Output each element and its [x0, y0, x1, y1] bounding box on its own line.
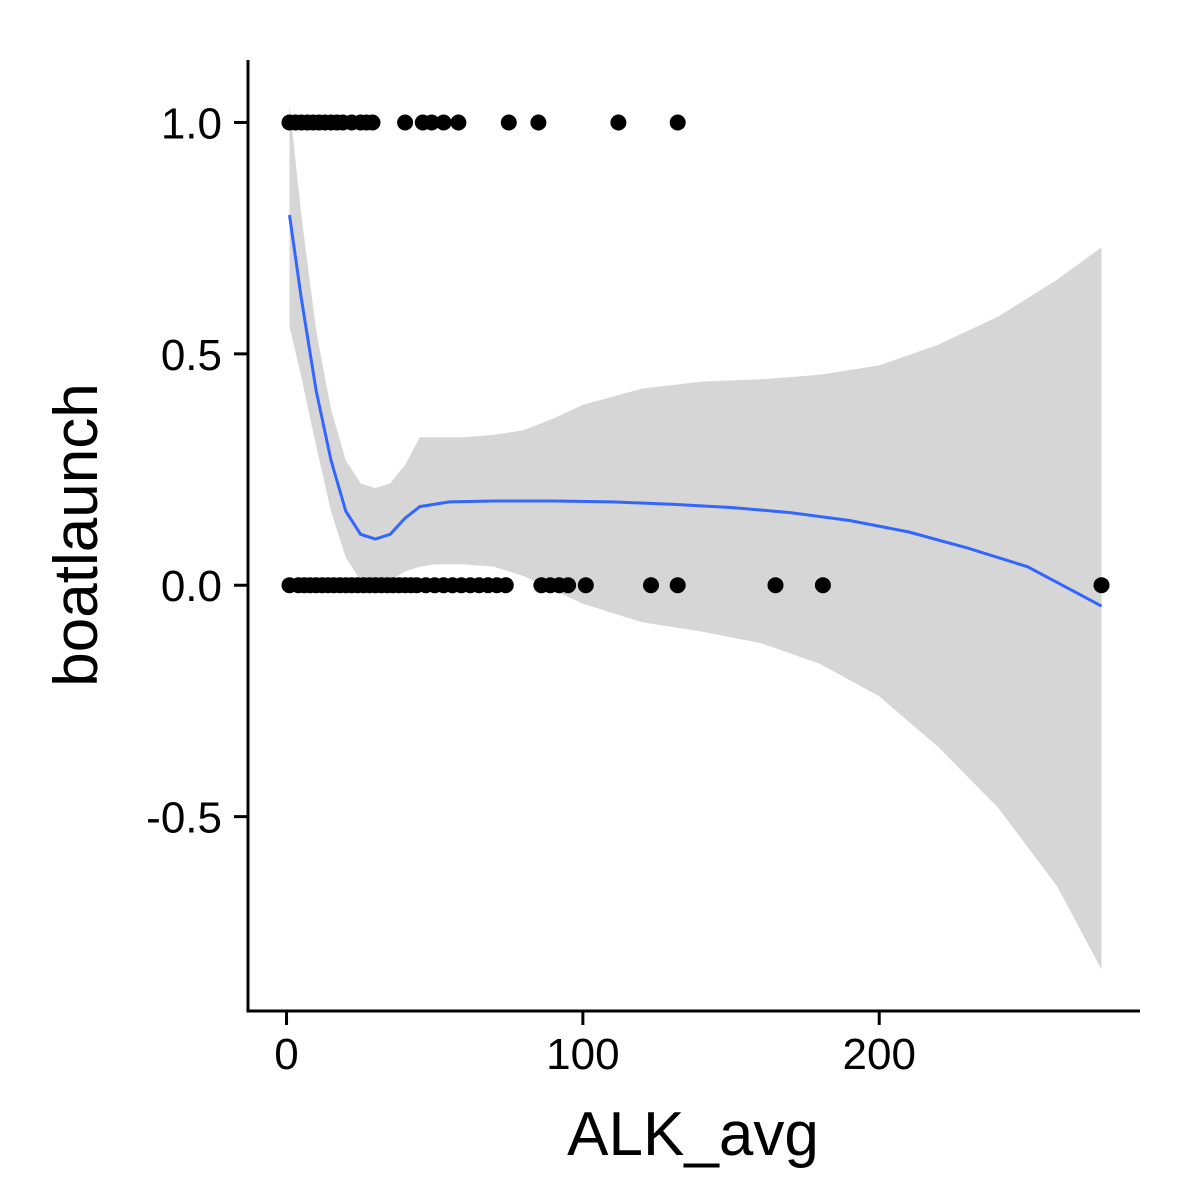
data-point — [423, 114, 440, 131]
data-point — [435, 114, 452, 131]
x-tick-label: 200 — [843, 1030, 916, 1079]
data-point — [497, 577, 514, 594]
smooth-line — [288, 214, 1103, 608]
y-tick-label: 0.5 — [161, 331, 222, 380]
data-point — [560, 577, 577, 594]
data-point — [397, 114, 414, 131]
x-tick-label: 0 — [274, 1030, 298, 1079]
data-point — [643, 577, 659, 594]
x-tick-label: 100 — [546, 1030, 619, 1079]
data-point — [364, 114, 381, 131]
confidence-band-layer — [289, 104, 1102, 970]
ticks: 0 100 200 -0.5 0.0 0.5 1.0 — [146, 99, 916, 1079]
data-point — [610, 114, 627, 131]
axes — [246, 60, 1140, 1013]
x-axis-title: ALK_avg — [567, 1100, 819, 1169]
data-point — [500, 114, 517, 131]
y-tick-label: 1.0 — [161, 99, 222, 148]
y-tick-label: 0.0 — [161, 562, 222, 611]
data-point — [450, 114, 467, 131]
smooth-line-layer — [288, 214, 1103, 608]
data-point — [814, 577, 831, 594]
data-point — [669, 577, 686, 594]
y-axis-title: boatlaunch — [42, 383, 111, 686]
y-tick-label: -0.5 — [146, 794, 222, 843]
data-point — [669, 114, 686, 131]
data-point — [530, 114, 547, 131]
confidence-band — [289, 104, 1102, 970]
points-layer — [281, 114, 1110, 594]
data-point — [767, 577, 784, 594]
data-point — [1093, 577, 1110, 594]
data-point — [577, 577, 594, 594]
